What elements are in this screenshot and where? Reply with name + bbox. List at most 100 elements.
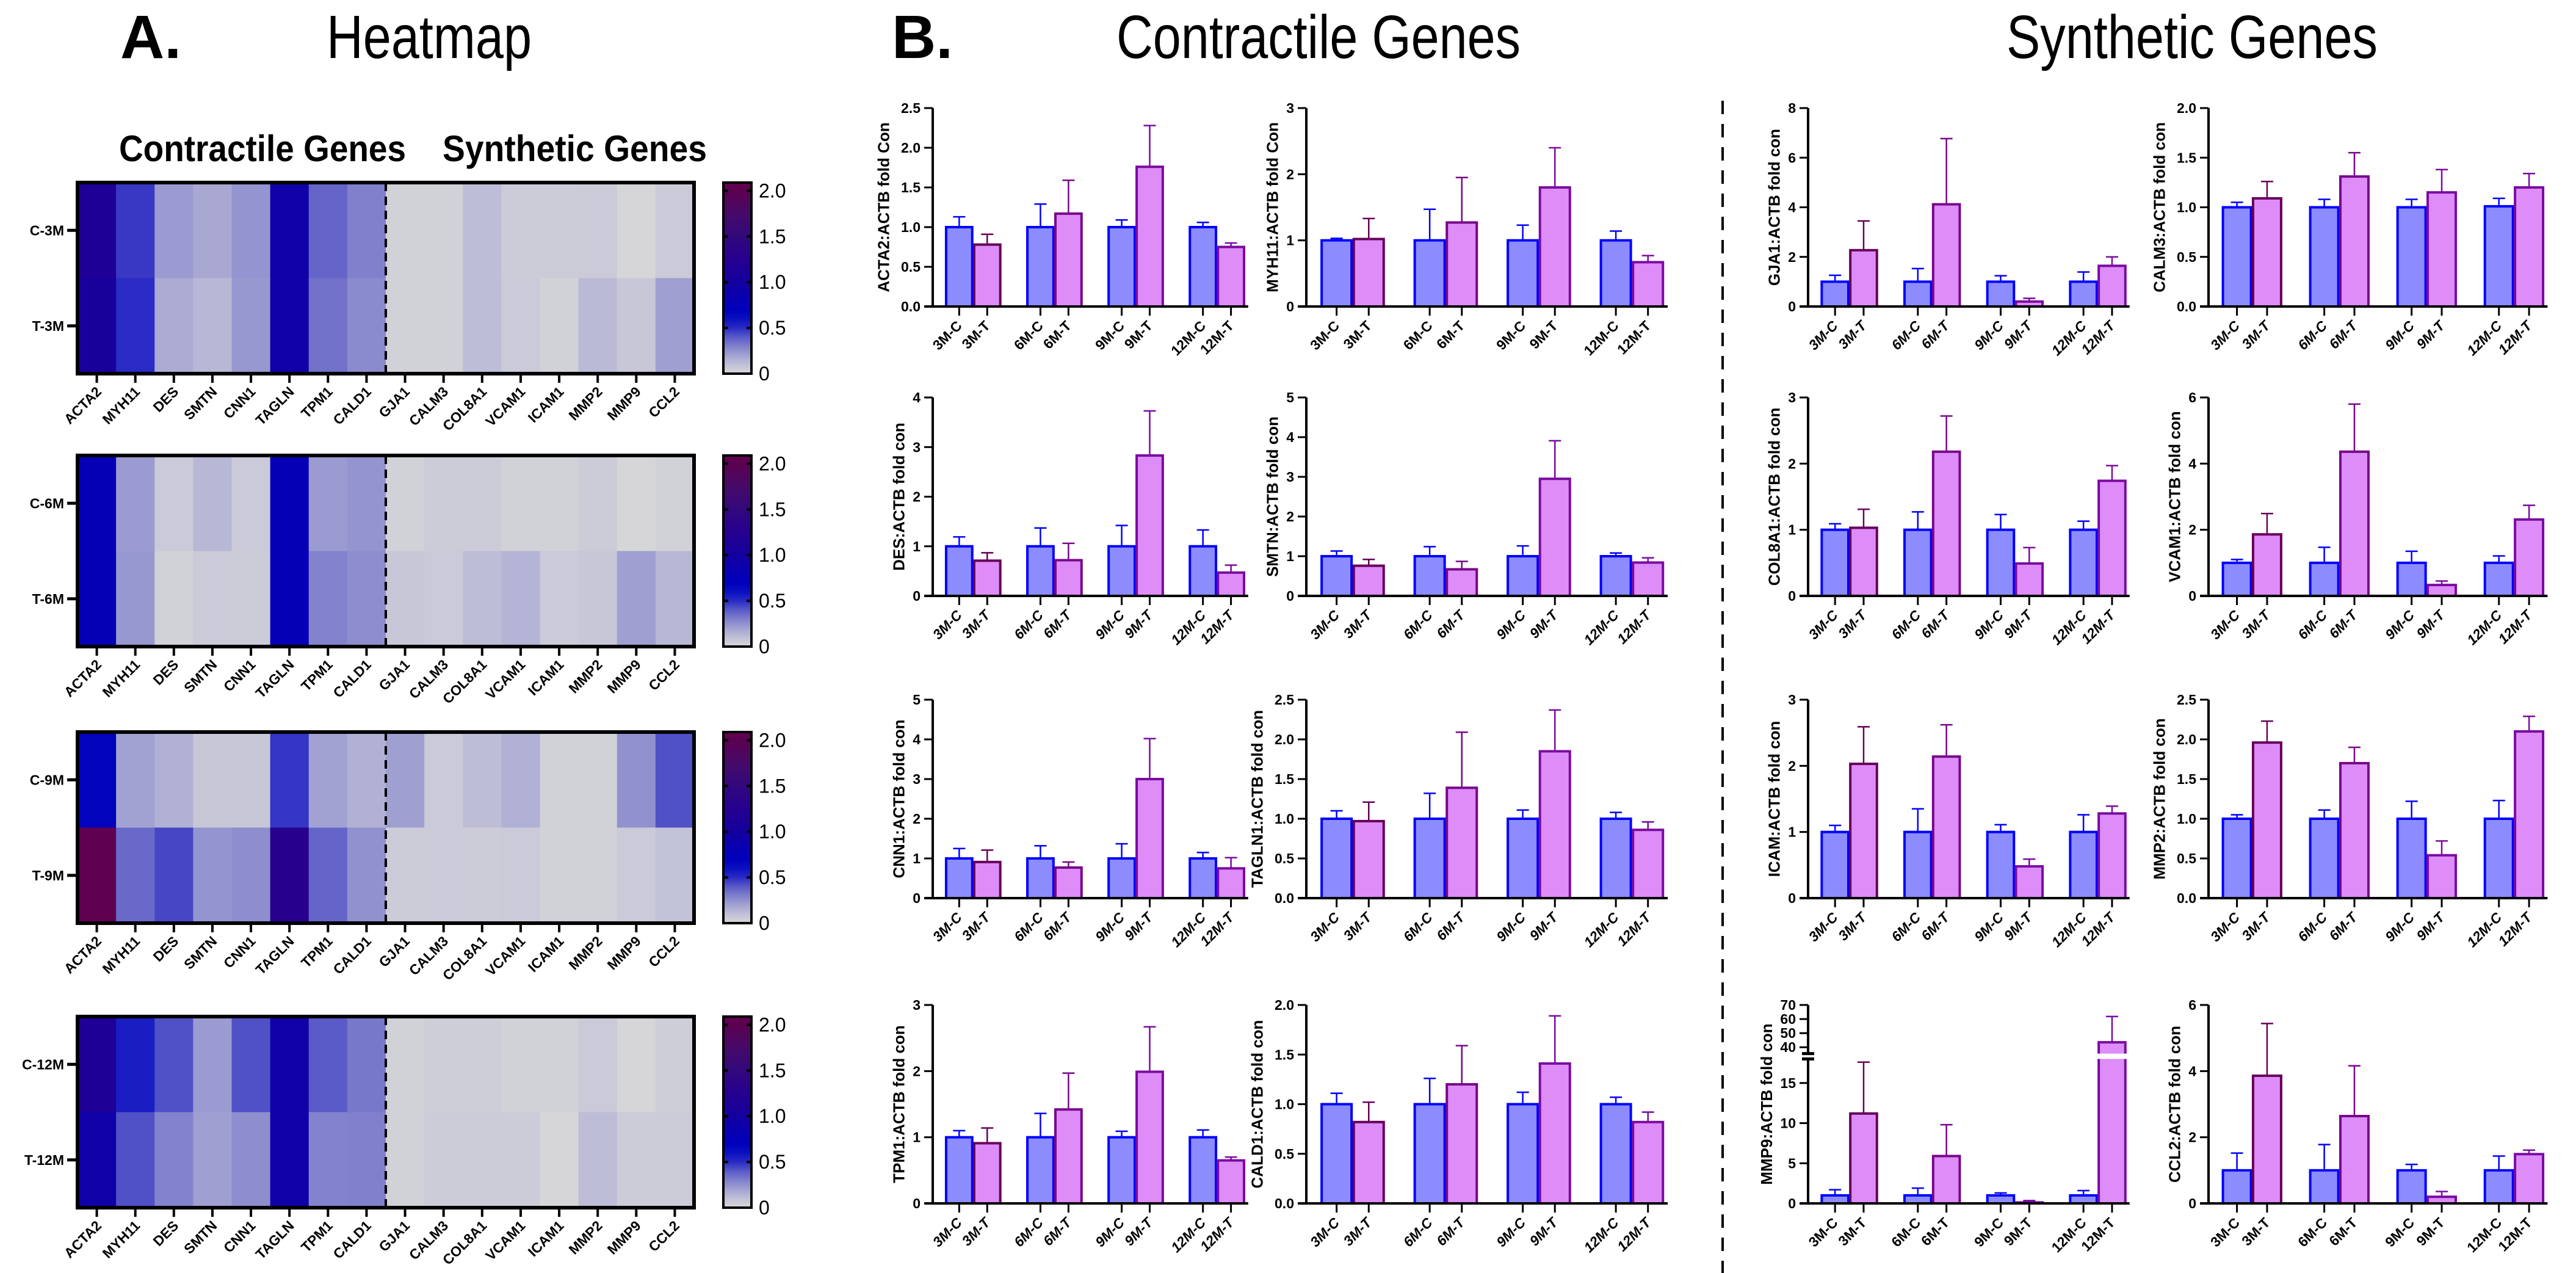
bar-rect <box>1986 830 2016 899</box>
x-tick-label: 3M-C <box>930 1214 965 1250</box>
bar-3m-c <box>1820 523 1850 598</box>
bar-9m-c <box>1107 1130 1136 1205</box>
bar-3m-t <box>972 233 1002 308</box>
y-tick-label: 0 <box>2188 588 2196 604</box>
bar-6m-c <box>2309 1144 2340 1205</box>
y-tick-label: 1 <box>1286 548 1294 564</box>
bar-9m-t <box>2014 858 2044 899</box>
y-tick-label: 50 <box>1780 1025 1796 1041</box>
bar-rect <box>1189 1136 1218 1205</box>
heatmap-cell <box>154 732 194 829</box>
x-tick-label: 3M-C <box>1307 1214 1342 1250</box>
heatmap-cell <box>463 183 502 279</box>
bar-rect <box>1507 818 1539 899</box>
bar-upper-fill <box>2099 1042 2126 1054</box>
x-tick-label: 12M-T <box>1614 317 1654 357</box>
y-tick-label: 3 <box>1788 390 1796 405</box>
bar-rect <box>2483 1169 2514 1205</box>
bar-rect <box>1413 239 1446 308</box>
bar-9m-c <box>2396 198 2427 308</box>
heatmap-cell <box>578 827 618 924</box>
heatmap-cell <box>578 1112 618 1208</box>
bar-rect <box>1217 867 1245 899</box>
x-tick-label: 3M-C <box>1806 1214 1841 1250</box>
colorbar-gradient <box>722 454 753 648</box>
heatmap-cell <box>578 551 618 647</box>
bar-rect <box>1026 857 1055 899</box>
y-tick-label: 0 <box>913 890 921 906</box>
x-tick-label: 12M-T <box>2078 317 2119 358</box>
column-label: ACTA2 <box>61 383 104 427</box>
x-tick-label: 12M-T <box>1614 606 1655 647</box>
column-label: MYH11 <box>99 1217 143 1261</box>
bar-6m-t <box>1054 1072 1083 1205</box>
x-tick-label: 6M-C <box>2295 1214 2330 1250</box>
bar-chart-mmp9: 3M-C3M-T 6M-C6M-T 9M-C9M-T 12M-C12M-T051015… <box>1757 997 2130 1255</box>
bar-rect <box>2339 175 2370 308</box>
y-tick-label: 2 <box>1286 509 1294 524</box>
column-label: SMTN <box>181 1217 220 1257</box>
bar-6m-c <box>1903 511 1933 598</box>
x-tick-label: 9M-C <box>2382 909 2417 945</box>
bar-9m-c <box>1507 224 1539 308</box>
bar-9m-t <box>1135 738 1164 899</box>
x-tick-label: 6M-T <box>1918 1214 1952 1249</box>
bar-rect <box>1107 857 1136 899</box>
y-axis-label: SMTN:ACTB fold con <box>1264 416 1282 577</box>
heatmap-cell <box>193 732 233 829</box>
heatmap-cell <box>540 278 579 374</box>
bar-rect <box>1849 248 1878 308</box>
x-tick-label: 9M-T <box>1526 909 1561 944</box>
x-tick-label: 9M-T <box>1121 909 1157 944</box>
column-label: MMP9 <box>604 933 643 973</box>
y-tick-label: 8 <box>1788 100 1796 116</box>
heatmap-cell <box>231 827 271 924</box>
bar-chart-col8a1: 3M-C3M-T 6M-C6M-T 9M-C9M-T 12M-C12M-T0123CO… <box>1765 390 2130 648</box>
x-tick-label: 9M-T <box>2000 1214 2035 1249</box>
y-tick-label: 0.5 <box>1275 1146 1294 1162</box>
y-tick-label: 0 <box>1286 588 1294 604</box>
y-tick-label: 2 <box>913 811 921 827</box>
y-axis-label: COL8A1:ACTB fold con <box>1765 408 1784 586</box>
heatmap-cell <box>270 827 309 924</box>
bar-12m-t <box>1217 564 1245 597</box>
heatmap-cell <box>347 455 386 552</box>
y-tick-label: 1.0 <box>1275 1097 1294 1112</box>
x-tick-label: 6M-C <box>1011 909 1046 945</box>
heatmap-cell <box>347 183 386 279</box>
y-tick-label: 4 <box>2188 1063 2196 1079</box>
heatmap-cell <box>463 455 502 552</box>
heatmap-cell <box>78 1017 117 1113</box>
bar-rect <box>944 545 974 597</box>
bar-rect <box>1413 1103 1446 1205</box>
heatmap-cell <box>154 278 194 374</box>
y-tick-label: 0 <box>2188 1195 2196 1211</box>
bar-rect <box>2483 818 2514 899</box>
bar-9m-c <box>2396 550 2427 597</box>
heatmap-cell <box>617 455 656 552</box>
heatmap-cell <box>116 278 155 374</box>
x-tick-label: 12M-T <box>1197 606 1238 647</box>
column-label: SMTN <box>181 933 220 972</box>
x-tick-label: 12M-T <box>2495 1214 2534 1254</box>
x-tick-label: 3M-T <box>2238 909 2274 944</box>
bar-3m-c <box>2221 559 2252 597</box>
x-tick-label: 6M-T <box>1433 1214 1469 1249</box>
bar-rect <box>2309 818 2340 899</box>
heatmap-cell <box>540 827 579 924</box>
bar-rect <box>1026 1136 1055 1205</box>
bar-9m-t <box>2426 169 2458 308</box>
x-tick-label: 3M-T <box>1835 317 1870 352</box>
heatmap-cell <box>655 278 695 374</box>
bar-3m-c <box>2221 1152 2252 1205</box>
column-label: ACTA2 <box>61 656 104 700</box>
heatmap-cell <box>463 1017 502 1113</box>
bar-rect <box>2069 528 2098 598</box>
bar-12m-t <box>2514 173 2545 308</box>
heatmap-cell <box>540 732 579 829</box>
column-label: MYH11 <box>99 383 143 427</box>
bar-rect <box>1849 526 1878 598</box>
